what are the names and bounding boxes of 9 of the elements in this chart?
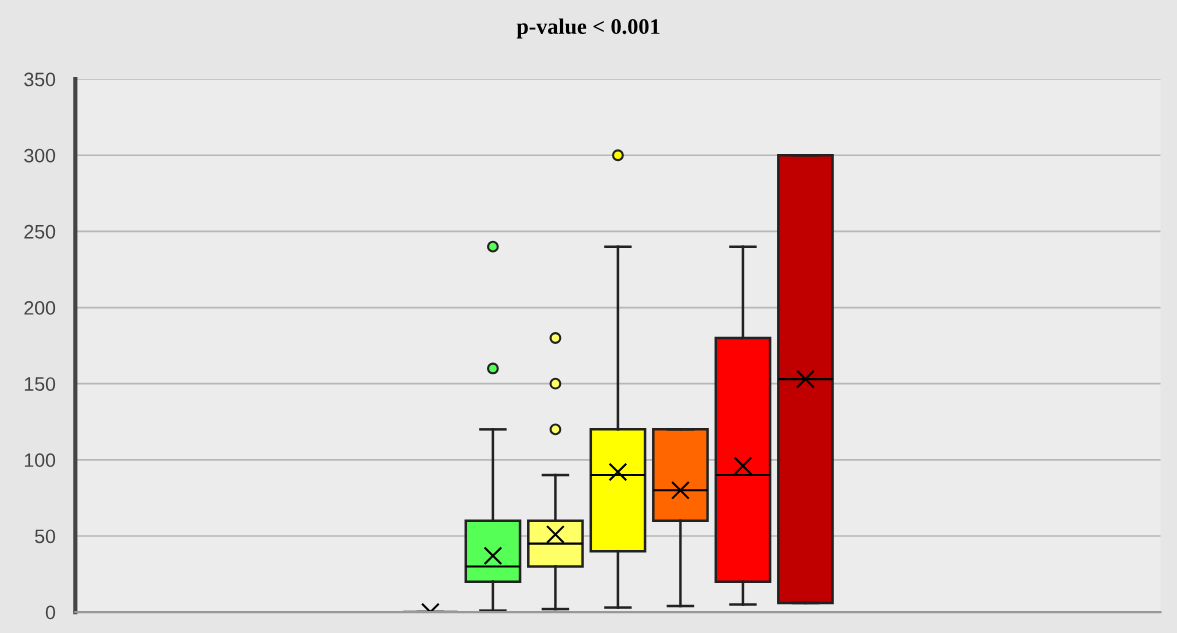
chart-title: p-value < 0.001 [516,18,660,39]
y-tick-label: 300 [24,148,56,163]
y-tick-label: 100 [24,453,56,468]
y-tick-label: 150 [24,377,56,391]
y-tick-label: 200 [24,301,56,315]
y-tick-label: 250 [24,224,56,239]
y-tick-label: 50 [35,529,56,544]
y-tick-label: 0 [45,605,56,620]
y-tick-label: 350 [24,72,56,87]
